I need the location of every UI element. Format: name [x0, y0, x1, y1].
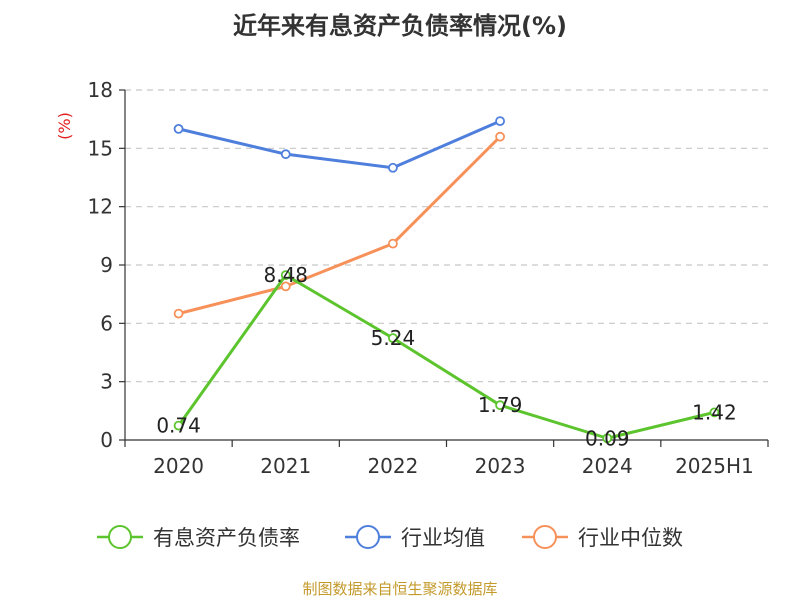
legend-item-0[interactable]: 有息资产负债率	[97, 525, 300, 550]
legend-item-1[interactable]: 行业均值	[345, 525, 485, 550]
x-tick-label: 2022	[367, 454, 418, 478]
data-labels: 0.74 8.48 5.24 1.79 0.09 1.42	[156, 263, 736, 450]
series-0	[173, 270, 720, 444]
data-point	[280, 270, 291, 281]
data-label: 1.42	[692, 400, 737, 424]
y-tick-label: 18	[88, 78, 113, 102]
legend-marker	[108, 525, 132, 549]
legend[interactable]: 有息资产负债率 行业均值 行业中位数	[97, 525, 683, 550]
y-tick-label: 6	[100, 311, 113, 335]
legend-marker	[356, 525, 380, 549]
data-point	[388, 238, 398, 249]
series-line	[178, 135, 502, 316]
grid-lines	[125, 89, 768, 383]
data-point	[280, 281, 291, 292]
data-label: 5.24	[371, 326, 416, 350]
data-point	[280, 149, 291, 160]
series-2	[173, 131, 505, 319]
data-point	[709, 407, 720, 418]
data-point	[173, 308, 184, 319]
legend-label: 有息资产负债率	[153, 526, 300, 550]
y-axis-label: (%)	[55, 112, 74, 140]
y-tick-label: 15	[88, 136, 113, 160]
y-tick-label: 0	[100, 428, 113, 452]
data-point	[495, 116, 505, 127]
data-point	[602, 433, 613, 444]
data-label: 8.48	[263, 263, 308, 287]
data-label: 1.79	[478, 393, 523, 417]
data-point	[388, 333, 398, 344]
y-tick-label: 9	[100, 253, 113, 277]
x-tick-label: 2021	[260, 454, 311, 478]
data-point	[173, 420, 184, 431]
y-tick-label: 3	[100, 370, 113, 394]
x-tick-label: 2024	[582, 454, 633, 478]
legend-label: 行业中位数	[578, 526, 683, 550]
x-tick-label: 2025H1	[675, 454, 754, 478]
chart-title: 近年来有息资产负债率情况(%)	[233, 12, 567, 40]
data-label: 0.74	[156, 414, 201, 438]
x-tick-label: 2020	[153, 454, 204, 478]
data-label: 0.09	[585, 426, 630, 450]
data-point	[388, 162, 398, 173]
y-tick-label: 12	[88, 195, 113, 219]
legend-marker	[533, 525, 557, 549]
series-line	[177, 273, 715, 440]
series-lines	[173, 116, 720, 444]
x-tick-label: 2023	[475, 454, 526, 478]
legend-label: 行业均值	[401, 526, 485, 550]
data-point	[173, 123, 184, 134]
data-point	[495, 400, 505, 411]
source-note: 制图数据来自恒生聚源数据库	[302, 580, 498, 598]
axes: 0 3 6 9 12 15 18 2020 2021 2022 2023 2024 2025H1	[88, 78, 769, 478]
data-point	[495, 131, 505, 142]
series-line	[178, 119, 501, 170]
series-1	[173, 116, 505, 173]
legend-item-2[interactable]: 行业中位数	[522, 525, 683, 550]
